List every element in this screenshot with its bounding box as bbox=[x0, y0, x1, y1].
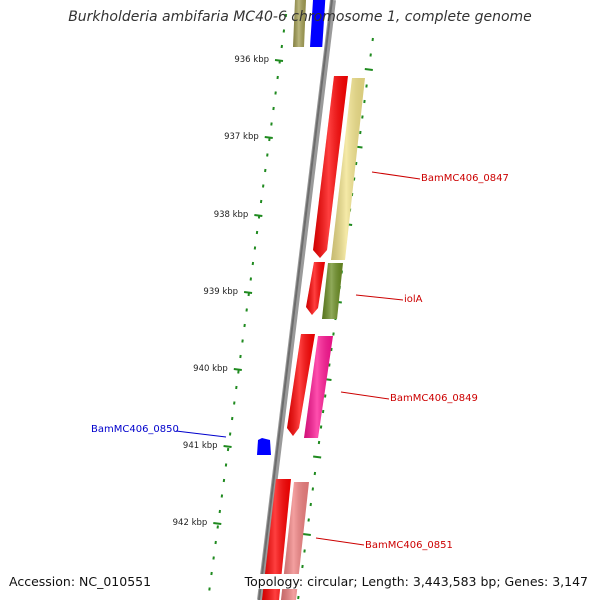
gene-red-0849-pair[interactable] bbox=[287, 334, 315, 436]
page-title: Burkholderia ambifaria MC40-6 chromosome… bbox=[68, 9, 532, 25]
outer-major-tick bbox=[364, 68, 373, 71]
label-BamMC406_0850[interactable]: BamMC406_0850 bbox=[91, 424, 179, 435]
label-BamMC406_0847[interactable]: BamMC406_0847 bbox=[421, 173, 509, 184]
gene-labels: BamMC406_0847 iolA BamMC406_0849 BamMC40… bbox=[91, 171, 509, 551]
label-BamMC406_0849[interactable]: BamMC406_0849 bbox=[390, 393, 478, 404]
gene-red-0851-pair[interactable] bbox=[262, 479, 291, 600]
gene-track[interactable] bbox=[257, 0, 365, 600]
ruler-label: 936 kbp bbox=[234, 55, 269, 65]
gene-red-0847-pair[interactable] bbox=[313, 76, 348, 258]
chromosome-backbone bbox=[257, 0, 336, 600]
label-BamMC406_0851[interactable]: BamMC406_0851 bbox=[365, 540, 453, 551]
gene-iolA[interactable] bbox=[322, 263, 343, 319]
gene-BamMC406_0849[interactable] bbox=[304, 336, 333, 438]
ruler-label: 940 kbp bbox=[193, 364, 228, 374]
ruler-label: 937 kbp bbox=[224, 132, 259, 142]
ruler-major-tick bbox=[233, 368, 242, 371]
accession-text: Accession: NC_010551 bbox=[7, 574, 154, 589]
leader-line-0849 bbox=[340, 391, 390, 400]
ruler-major-tick bbox=[254, 214, 263, 217]
ruler-major-tick bbox=[223, 445, 232, 448]
gene-top-blue[interactable] bbox=[310, 0, 327, 48]
gene-top-olive[interactable] bbox=[293, 0, 306, 47]
leader-line-0851 bbox=[315, 537, 365, 546]
ruler-major-tick bbox=[274, 59, 284, 62]
ruler-major-tick bbox=[213, 522, 222, 525]
gene-BamMC406_0850[interactable] bbox=[257, 438, 271, 455]
label-iolA[interactable]: iolA bbox=[404, 294, 423, 305]
gene-BamMC406_0851[interactable] bbox=[281, 482, 309, 600]
ruler-major-tick bbox=[243, 291, 253, 294]
scale-ruler: 936 kbp 937 kbp 938 kbp 939 kbp 940 kbp 941 k… bbox=[173, 13, 288, 591]
gene-BamMC406_0847[interactable] bbox=[331, 78, 365, 260]
leader-line-iolA bbox=[355, 294, 404, 301]
ruler-label: 942 kbp bbox=[173, 518, 208, 528]
ruler-major-tick bbox=[264, 136, 273, 139]
ruler-label: 939 kbp bbox=[203, 287, 238, 297]
leader-line-0847 bbox=[371, 171, 421, 180]
leader-line-0850 bbox=[175, 430, 227, 438]
gene-red-iolA-pair[interactable] bbox=[306, 262, 325, 315]
ruler-label: 938 kbp bbox=[214, 210, 249, 220]
outer-major-tick bbox=[313, 455, 322, 459]
ruler-label: 941 kbp bbox=[183, 441, 218, 451]
outer-major-tick bbox=[302, 533, 311, 536]
genome-summary-text: Topology: circular; Length: 3,443,583 bp… bbox=[242, 574, 590, 589]
